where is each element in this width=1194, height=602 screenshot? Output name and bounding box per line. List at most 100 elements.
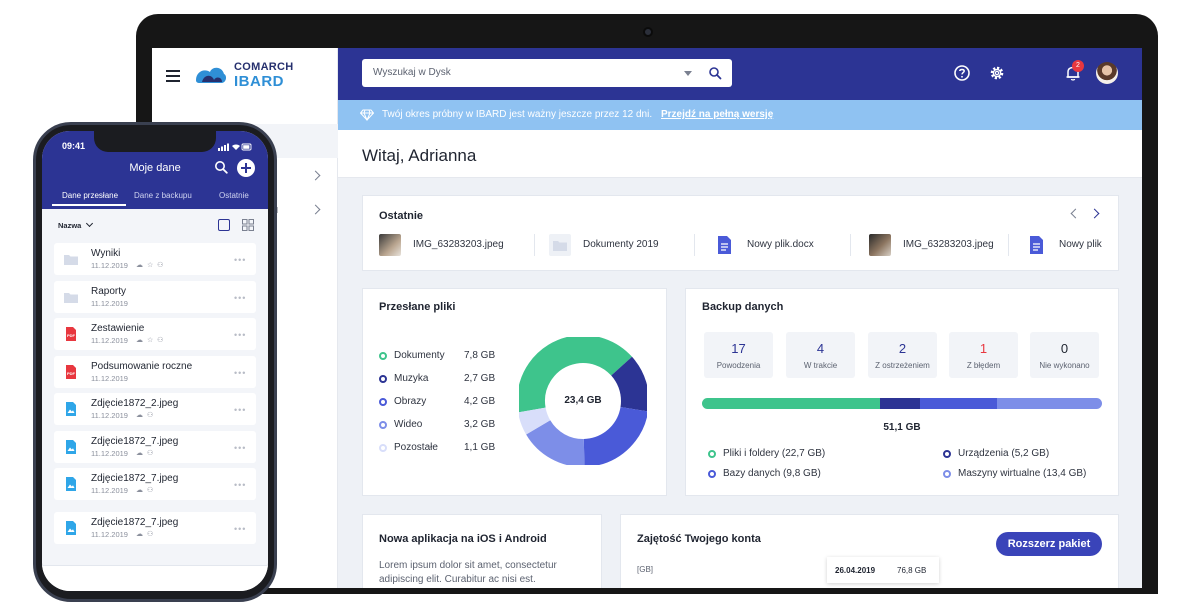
backup-card: Backup danych 17 Powodzenia 4 W trakcie … — [685, 288, 1119, 496]
select-icon[interactable] — [218, 219, 230, 231]
bar-segment — [997, 398, 1102, 409]
avatar[interactable] — [1096, 62, 1118, 84]
stat-in-progress[interactable]: 4 W trakcie — [786, 332, 855, 378]
stat-warning[interactable]: 2 Z ostrzeżeniem — [868, 332, 937, 378]
legend-dot-icon — [708, 470, 716, 478]
tab-backup[interactable]: Dane z backupu — [134, 191, 192, 200]
image-file-icon — [66, 402, 76, 416]
more-icon[interactable]: ••• — [234, 330, 247, 340]
recent-item-name: Nowy plik.docx — [747, 239, 814, 250]
file-name: Zdjęcie1872_7.jpeg — [91, 436, 179, 447]
tab-recent[interactable]: Ostatnie — [219, 191, 249, 200]
uploaded-title: Przesłane pliki — [379, 301, 456, 313]
legend-dot-icon — [708, 450, 716, 458]
list-item[interactable]: Wyniki 11.12.2019 ☁ ☆ ⚇ ••• — [54, 243, 256, 275]
list-item[interactable]: Zdjęcie1872_7.jpeg 11.12.2019 ☁ ⚇ ••• — [54, 468, 256, 500]
list-item[interactable]: Zdjęcie1872_7.jpeg 11.12.2019 ☁ ⚇ ••• — [54, 431, 256, 463]
legend-value: 3,2 GB — [464, 419, 496, 430]
uploaded-files-card: Przesłane pliki Dokumenty 7,8 GB Muzyka … — [362, 288, 667, 496]
diamond-icon — [360, 109, 374, 121]
recent-item[interactable]: IMG_63283203.jpeg — [379, 234, 529, 256]
search-icon[interactable] — [708, 66, 722, 80]
file-name: Podsumowanie roczne — [91, 361, 193, 372]
donut-slice-dokumenty[interactable] — [519, 337, 647, 465]
recent-item[interactable]: Dokumenty 2019 — [549, 234, 699, 256]
more-icon[interactable]: ••• — [234, 443, 247, 453]
mobile-app-card: Nowa aplikacja na iOS i Android Lorem ip… — [362, 514, 602, 588]
file-date: 11.12.2019 — [91, 299, 128, 308]
file-meta-icons: ☁ ⚇ — [136, 450, 155, 457]
folder-icon — [549, 234, 571, 256]
quota-card: Zajętość Twojego konta Rozszerz pakiet [… — [620, 514, 1119, 588]
list-item[interactable]: Zdjęcie1872_2.jpeg 11.12.2019 ☁ ⚇ ••• — [54, 393, 256, 425]
recent-item[interactable]: Nowy plik — [1025, 234, 1120, 256]
more-icon[interactable]: ••• — [234, 480, 247, 490]
gear-icon[interactable] — [988, 64, 1006, 82]
stat-error[interactable]: 1 Z błędem — [949, 332, 1018, 378]
chevron-right-icon[interactable] — [310, 204, 321, 215]
recent-card: Ostatnie IMG_63283203.jpeg Dokumenty 201… — [362, 195, 1119, 271]
legend-name: Pozostałe — [394, 442, 438, 453]
chevron-right-icon[interactable] — [310, 170, 321, 181]
search-icon[interactable] — [214, 160, 228, 174]
list-item[interactable]: PDF Zestawienie 11.12.2019 ☁ ☆ ⚇ ••• — [54, 318, 256, 350]
more-icon[interactable]: ••• — [234, 524, 247, 534]
divider — [694, 234, 695, 256]
bar-segment — [879, 398, 921, 409]
tab-uploaded[interactable]: Dane przesłane — [62, 191, 119, 200]
donut-slice-muzyka[interactable] — [519, 337, 647, 465]
tooltip-date: 26.04.2019 — [835, 566, 876, 575]
file-name: Zdjęcie1872_7.jpeg — [91, 473, 179, 484]
more-icon[interactable]: ••• — [234, 368, 247, 378]
legend-dot-icon — [943, 450, 951, 458]
donut-total: 23,4 GB — [564, 395, 602, 406]
file-name: Wyniki — [91, 248, 121, 259]
menu-icon[interactable] — [166, 70, 180, 82]
recent-item[interactable]: Nowy plik.docx — [713, 234, 863, 256]
donut-slice-obrazy[interactable] — [519, 337, 647, 465]
search-box[interactable]: Wyszukaj w Dysk — [362, 59, 732, 87]
doc-icon — [1030, 236, 1043, 254]
more-icon[interactable]: ••• — [234, 293, 247, 303]
add-button[interactable] — [237, 159, 255, 177]
legend-name: Muzyka — [394, 373, 429, 384]
chevron-right-icon[interactable] — [1089, 208, 1100, 219]
legend-dot-icon — [379, 444, 387, 452]
extend-plan-button[interactable]: Rozszerz pakiet — [996, 532, 1102, 556]
file-meta-icons: ☁ ☆ ⚇ — [136, 337, 165, 344]
file-list: Wyniki 11.12.2019 ☁ ☆ ⚇ ••• Raporty 11.12.201… — [42, 243, 268, 563]
quota-tooltip: 26.04.2019 76,8 GB — [827, 557, 939, 583]
more-icon[interactable]: ••• — [234, 405, 247, 415]
stat-success[interactable]: 17 Powodzenia — [704, 332, 773, 378]
file-date: 11.12.2019 — [91, 486, 128, 495]
legend-dot-icon — [379, 375, 387, 383]
list-item[interactable]: Zdjęcie1872_7.jpeg 11.12.2019 ☁ ⚇ ••• — [54, 512, 256, 544]
donut-chart — [519, 337, 647, 465]
trial-banner: Twój okres próbny w IBARD jest ważny jes… — [338, 100, 1142, 130]
list-item[interactable]: Raporty 11.12.2019 ••• — [54, 281, 256, 313]
file-name: Raporty — [91, 286, 127, 297]
caret-down-icon[interactable] — [684, 71, 692, 76]
tab-indicator — [52, 204, 126, 206]
stat-not-run[interactable]: 0 Nie wykonano — [1030, 332, 1099, 378]
photo-thumbnail-icon — [379, 234, 401, 256]
greeting-bar: Witaj, Adrianna — [338, 130, 1142, 178]
grid-view-icon[interactable] — [242, 219, 254, 231]
more-icon[interactable]: ••• — [234, 255, 247, 265]
help-icon[interactable] — [953, 64, 971, 82]
page-title: Witaj, Adrianna — [362, 146, 477, 165]
recent-item[interactable]: IMG_63283203.jpeg — [869, 234, 1019, 256]
upgrade-link[interactable]: Przejdź na pełną wersję — [661, 109, 774, 120]
chevron-left-icon[interactable] — [1070, 208, 1081, 219]
svg-text:PDF: PDF — [67, 371, 76, 376]
file-name: Zdjęcie1872_7.jpeg — [91, 517, 179, 528]
search-input[interactable]: Wyszukaj w Dysk — [373, 67, 451, 78]
pdf-icon: PDF — [66, 365, 76, 379]
legend-item: Maszyny wirtualne (13,4 GB) — [943, 467, 1113, 481]
recent-item-name: IMG_63283203.jpeg — [413, 239, 504, 250]
sort-label[interactable]: Nazwa — [58, 221, 82, 230]
status-icons — [218, 143, 252, 151]
recent-title: Ostatnie — [379, 210, 424, 222]
chevron-down-icon[interactable] — [85, 219, 94, 228]
list-item[interactable]: PDF Podsumowanie roczne 11.12.2019 ••• — [54, 356, 256, 388]
